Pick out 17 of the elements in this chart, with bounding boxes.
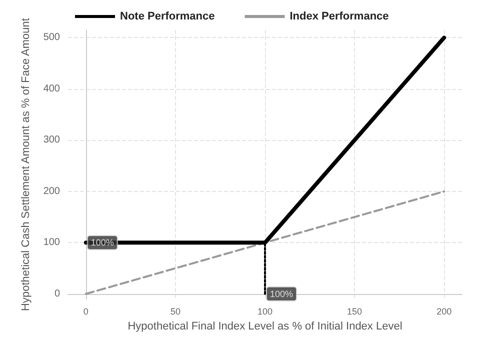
legend-label: Note Performance bbox=[120, 10, 215, 22]
y-tick-label: 100 bbox=[43, 237, 60, 248]
x-tick-label: 200 bbox=[436, 306, 452, 316]
x-tick-label: 150 bbox=[347, 306, 362, 316]
x-tick-label: 50 bbox=[170, 306, 180, 316]
x-tick-label: 100 bbox=[257, 306, 273, 316]
y-tick-label: 300 bbox=[43, 134, 60, 146]
y-tick-label: 500 bbox=[43, 32, 60, 44]
x-axis-title: Hypothetical Final Index Level as % of Initial Index Level bbox=[128, 320, 402, 332]
legend-label: Index Performance bbox=[290, 10, 389, 22]
x-tick-label: 0 bbox=[83, 306, 88, 316]
annotation: 100% bbox=[90, 238, 114, 248]
y-tick-label: 400 bbox=[43, 83, 60, 94]
y-axis-title: Hypothetical Cash Settlement Amount as % of Face Amount bbox=[20, 18, 32, 311]
annotation: 100% bbox=[270, 288, 294, 299]
y-tick-label: 0 bbox=[54, 288, 60, 300]
y-tick-label: 200 bbox=[43, 186, 60, 197]
